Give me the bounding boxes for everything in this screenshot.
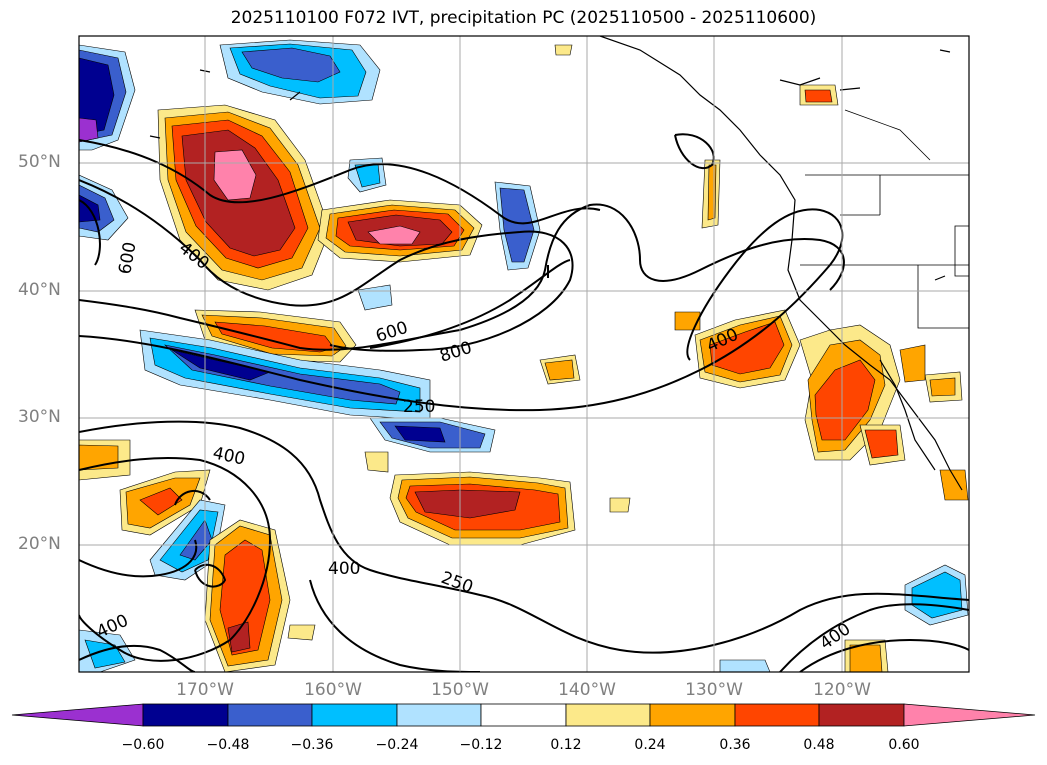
gridlines xyxy=(79,36,969,672)
colorbar-tick: 0.60 xyxy=(888,737,920,753)
colorbar-bin xyxy=(227,703,313,727)
colorbar-tick: −0.36 xyxy=(290,737,334,753)
precip-shading xyxy=(79,39,969,672)
colorbar-tick: −0.12 xyxy=(459,737,503,753)
contour-label: 600 xyxy=(115,240,140,275)
map-frame xyxy=(78,35,970,673)
colorbar-tick: −0.48 xyxy=(206,737,250,753)
lon-label-170w: 170°W xyxy=(176,680,234,700)
lon-label-150w: 150°W xyxy=(431,680,489,700)
colorbar-tick: 0.48 xyxy=(803,737,835,753)
lon-label-140w: 140°W xyxy=(558,680,616,700)
lat-label-20n: 20°N xyxy=(18,534,61,554)
colorbar-bin xyxy=(818,703,905,727)
contour-label: 250 xyxy=(438,568,475,598)
colorbar-tick: 0.24 xyxy=(634,737,666,753)
colorbar-max-extend xyxy=(903,703,1036,727)
colorbar-tick: 0.36 xyxy=(719,737,751,753)
contour-label: 600 xyxy=(373,318,410,347)
colorbar-bin xyxy=(142,703,229,727)
lat-label-40n: 40°N xyxy=(18,280,61,300)
colorbar-tick: −0.60 xyxy=(121,737,165,753)
contour-label: 250 xyxy=(403,397,435,417)
colorbar-min-extend xyxy=(11,703,144,727)
contour-label: 400 xyxy=(328,559,360,579)
colorbar-bin xyxy=(649,703,736,727)
map-title: 2025110100 F072 IVT, precipitation PC (2… xyxy=(230,8,817,28)
lat-label-50n: 50°N xyxy=(18,152,61,172)
lon-label-120w: 120°W xyxy=(813,680,871,700)
colorbar-bin xyxy=(734,703,820,727)
lon-label-130w: 130°W xyxy=(685,680,743,700)
lat-label-30n: 30°N xyxy=(18,407,61,427)
colorbar xyxy=(11,703,1036,727)
colorbar-tick: 0.12 xyxy=(550,737,582,753)
borders xyxy=(800,109,969,329)
colorbar-bin xyxy=(480,703,567,727)
colorbar-tick: −0.24 xyxy=(375,737,419,753)
lon-label-160w: 160°W xyxy=(304,680,362,700)
colorbar-bin xyxy=(565,703,651,727)
colorbar-bin xyxy=(311,703,398,727)
contour-label: 800 xyxy=(437,338,474,367)
colorbar-bin xyxy=(396,703,482,727)
